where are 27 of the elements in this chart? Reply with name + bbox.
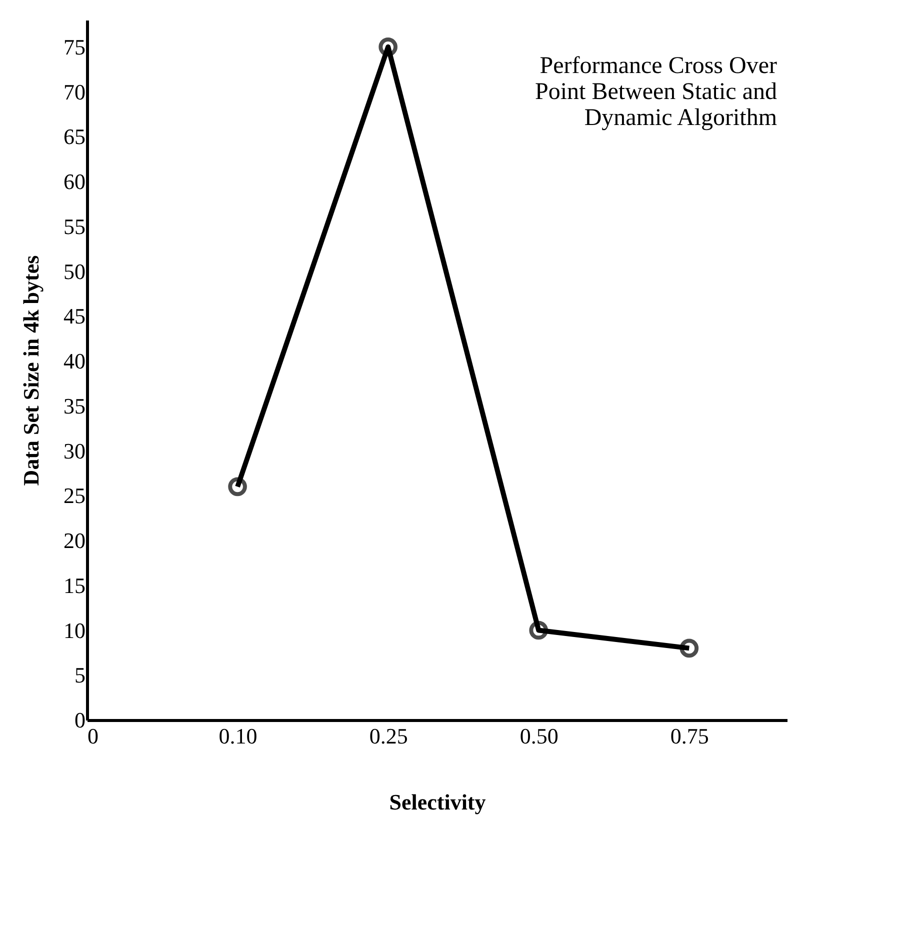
y-tick-label: 25 [64,483,86,508]
y-tick-label: 35 [64,393,86,418]
y-tick-label: 5 [74,662,86,688]
y-tick-label: 40 [64,348,86,374]
y-tick-label: 75 [64,34,86,60]
x-axis-title: Selectivity [389,790,486,814]
y-tick-label: 65 [64,124,86,150]
y-tick-label: 15 [64,572,86,598]
y-tick-label: 0 [74,708,86,732]
y-tick-label: 50 [64,258,86,284]
x-tick-label: 0.10 [218,724,258,748]
point [680,638,699,658]
x-tick-label: 0.75 [670,724,709,748]
x-tick-label: 0.50 [520,724,558,748]
y-tick-label: 45 [64,304,86,329]
point [378,38,398,56]
point [529,620,548,640]
x-tick-label: 0.25 [369,724,408,748]
point [228,477,247,496]
y-tick-label: 60 [64,169,86,194]
y-tick-label: 70 [64,79,86,104]
y-axis-title: Data Set Size in 4k bytes [18,254,44,486]
y-tick-label: 10 [64,618,86,643]
y-tick-label: 20 [64,528,86,554]
y-tick-label: 30 [64,438,86,464]
text: Performance Cross Over Point Between Static and Dynamic Algorithm [535,53,778,131]
y-tick-label: 55 [64,214,86,239]
